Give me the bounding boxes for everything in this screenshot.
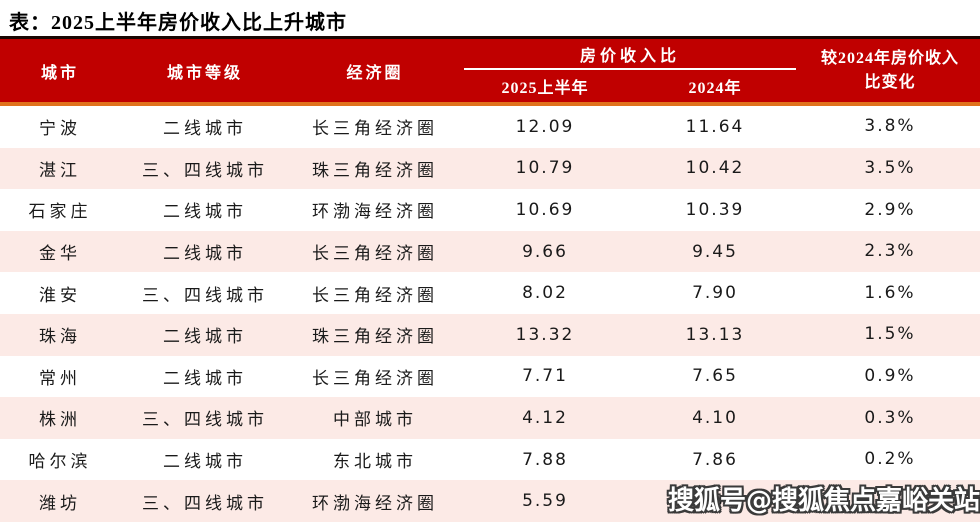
cell-change: 0.3% <box>864 407 916 428</box>
cell-2025h1: 7.88 <box>522 449 568 470</box>
cell-city: 珠海 <box>39 327 81 347</box>
cell-change: 0.2% <box>864 449 916 470</box>
watermark: 搜狐号@搜狐焦点嘉峪关站 <box>667 486 980 516</box>
cell-tier: 三、四线城市 <box>142 493 268 513</box>
header-ratio-group-label: 房价收入比 <box>464 39 796 70</box>
cell-region: 珠三角经济圈 <box>312 327 438 347</box>
data-table: 城市 城市等级 经济圈 房价收入比 2025上半年 2024年 较2024年房价… <box>0 36 980 522</box>
table-header: 城市 城市等级 经济圈 房价收入比 2025上半年 2024年 较2024年房价… <box>0 36 980 106</box>
cell-tier: 三、四线城市 <box>142 285 268 305</box>
header-change-line1: 较2024年房价收入 <box>820 50 959 68</box>
header-region: 经济圈 <box>346 64 404 82</box>
table-row: 石家庄 二线城市 环渤海经济圈 10.69 10.39 2.9% <box>0 189 980 231</box>
table-row: 珠海 二线城市 珠三角经济圈 13.32 13.13 1.5% <box>0 313 980 356</box>
cell-2024: 10.39 <box>685 199 745 220</box>
cell-change: 1.6% <box>864 282 916 303</box>
cell-city: 哈尔滨 <box>28 452 92 472</box>
table-row: 宁波 二线城市 长三角经济圈 12.09 11.64 3.8% <box>0 106 980 148</box>
cell-2025h1: 13.32 <box>515 324 575 345</box>
cell-region: 长三角经济圈 <box>312 119 438 139</box>
cell-2025h1: 10.79 <box>515 158 575 179</box>
cell-region: 东北城市 <box>333 452 417 472</box>
cell-2024: 7.90 <box>692 283 738 304</box>
cell-tier: 三、四线城市 <box>142 410 268 430</box>
table-row: 金华 二线城市 长三角经济圈 9.66 9.45 2.3% <box>0 230 980 273</box>
cell-region: 珠三角经济圈 <box>312 160 438 180</box>
header-tier: 城市等级 <box>166 64 243 82</box>
cell-2024: 5.58 <box>692 491 738 512</box>
cell-city: 石家庄 <box>28 202 92 222</box>
cell-change: 1.5% <box>864 324 916 345</box>
header-city: 城市 <box>40 64 79 82</box>
header-2025h1: 2025上半年 <box>501 80 589 97</box>
table-body: 宁波 二线城市 长三角经济圈 12.09 11.64 3.8% 湛江 三、四线城… <box>0 106 980 522</box>
cell-2024: 10.42 <box>685 158 745 179</box>
cell-2025h1: 7.71 <box>522 366 568 387</box>
cell-tier: 二线城市 <box>163 368 247 388</box>
cell-region: 环渤海经济圈 <box>312 202 438 222</box>
cell-city: 金华 <box>39 244 81 264</box>
cell-2024: 7.65 <box>692 366 738 387</box>
cell-change: 2.9% <box>864 199 916 220</box>
table-row: 湛江 三、四线城市 珠三角经济圈 10.79 10.42 3.5% <box>0 147 980 190</box>
table-row: 淮安 三、四线城市 长三角经济圈 8.02 7.90 1.6% <box>0 272 980 314</box>
cell-region: 环渤海经济圈 <box>312 493 438 513</box>
cell-tier: 二线城市 <box>163 202 247 222</box>
cell-2025h1: 10.69 <box>515 199 575 220</box>
cell-city: 宁波 <box>39 119 81 139</box>
cell-2025h1: 12.09 <box>515 116 575 137</box>
cell-tier: 二线城市 <box>163 119 247 139</box>
cell-2025h1: 5.59 <box>522 491 568 512</box>
table-row: 潍坊 三、四线城市 环渤海经济圈 5.59 5.58 0.2% <box>0 480 980 522</box>
cell-city: 株洲 <box>39 410 81 430</box>
cell-2024: 4.10 <box>692 407 738 428</box>
cell-change: 3.8% <box>864 116 916 137</box>
cell-2024: 7.86 <box>692 449 738 470</box>
cell-city: 湛江 <box>39 160 81 180</box>
cell-2025h1: 8.02 <box>522 283 568 304</box>
figure-title: 表：2025上半年房价收入比上升城市 <box>9 12 347 34</box>
cell-region: 中部城市 <box>333 410 417 430</box>
header-2024: 2024年 <box>688 80 742 97</box>
table-row: 株洲 三、四线城市 中部城市 4.12 4.10 0.3% <box>0 397 980 439</box>
cell-2025h1: 9.66 <box>522 241 568 262</box>
cell-tier: 二线城市 <box>163 452 247 472</box>
cell-city: 潍坊 <box>39 493 81 513</box>
cell-change: 0.2% <box>864 490 916 511</box>
header-change: 较2024年房价收入 比变化 <box>800 39 980 102</box>
cell-region: 长三角经济圈 <box>312 285 438 305</box>
cell-city: 淮安 <box>39 285 81 305</box>
cell-change: 2.3% <box>864 241 916 262</box>
cell-city: 常州 <box>39 368 81 388</box>
header-ratio-subheaders: 2025上半年 2024年 <box>460 70 800 102</box>
table-row: 哈尔滨 二线城市 东北城市 7.88 7.86 0.2% <box>0 438 980 481</box>
header-change-line2: 比变化 <box>864 73 916 91</box>
cell-change: 0.9% <box>864 366 916 387</box>
cell-tier: 三、四线城市 <box>142 160 268 180</box>
cell-tier: 二线城市 <box>163 244 247 264</box>
header-ratio-group: 房价收入比 2025上半年 2024年 <box>460 39 800 102</box>
cell-2024: 11.64 <box>685 116 745 137</box>
cell-change: 3.5% <box>864 158 916 179</box>
cell-tier: 二线城市 <box>163 327 247 347</box>
cell-region: 长三角经济圈 <box>312 244 438 264</box>
cell-2025h1: 4.12 <box>522 407 568 428</box>
table-row: 常州 二线城市 长三角经济圈 7.71 7.65 0.9% <box>0 355 980 398</box>
cell-region: 长三角经济圈 <box>312 368 438 388</box>
cell-2024: 9.45 <box>692 241 738 262</box>
cell-2024: 13.13 <box>685 324 745 345</box>
